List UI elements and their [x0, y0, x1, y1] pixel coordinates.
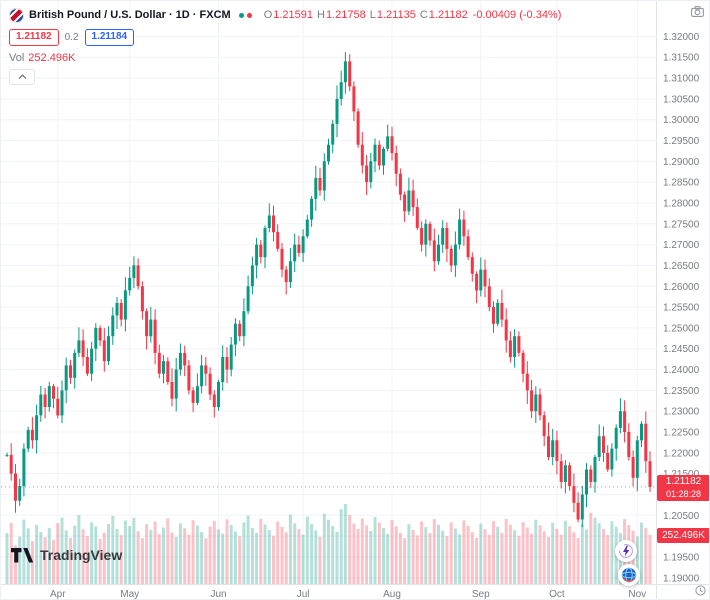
- series-marker-teal-icon: [238, 12, 244, 18]
- svg-text:1.28500: 1.28500: [663, 178, 700, 189]
- high-value: 1.21758: [325, 9, 366, 21]
- low-value: 1.21135: [376, 9, 416, 21]
- chevron-up-icon: [18, 74, 26, 79]
- grid: [1, 1, 656, 584]
- brand-name: TradingView: [40, 547, 123, 563]
- globe-button[interactable]: [618, 564, 640, 586]
- svg-text:Apr: Apr: [50, 589, 66, 600]
- last-price-value: 1.21182: [665, 476, 702, 487]
- last-price-badge: 1.21182 01:28:28: [657, 475, 709, 501]
- open-label: O: [263, 9, 273, 21]
- svg-text:1.27000: 1.27000: [663, 240, 700, 251]
- svg-text:Sep: Sep: [472, 589, 490, 600]
- svg-text:1.20500: 1.20500: [663, 511, 700, 522]
- volume-series: [5, 504, 652, 584]
- volume-label: Vol: [9, 52, 25, 64]
- svg-text:Oct: Oct: [549, 589, 565, 600]
- clock-icon[interactable]: [695, 585, 706, 596]
- svg-text:1.25000: 1.25000: [663, 323, 700, 334]
- svg-text:Aug: Aug: [383, 589, 401, 600]
- svg-text:1.19000: 1.19000: [663, 573, 700, 584]
- tradingview-logo[interactable]: TradingView: [11, 547, 122, 563]
- time-axis[interactable]: Apr May Jun Jul Aug Sep Oct Nov: [1, 584, 710, 600]
- globe-icon: [621, 567, 637, 583]
- tradingview-mark-icon: [11, 547, 34, 562]
- svg-text:Jun: Jun: [210, 589, 226, 600]
- svg-text:1.28000: 1.28000: [663, 199, 700, 210]
- svg-text:1.19500: 1.19500: [663, 552, 700, 563]
- close-label: C: [419, 9, 428, 21]
- symbol-flag-icon: [9, 7, 24, 23]
- svg-text:1.31500: 1.31500: [663, 53, 700, 64]
- svg-text:1.26500: 1.26500: [663, 261, 700, 272]
- svg-text:1.25500: 1.25500: [663, 303, 700, 314]
- price-axis[interactable]: 1.32000 1.31500 1.31000 1.30500 1.30000 1.295…: [656, 1, 700, 600]
- buy-price-button[interactable]: 1.21184: [84, 29, 135, 46]
- camera-snapshot-icon[interactable]: [691, 6, 704, 17]
- volume-badge: 252.496K: [657, 528, 709, 543]
- lightning-bolt-icon: [619, 544, 633, 558]
- svg-text:1.21500: 1.21500: [663, 469, 700, 480]
- svg-text:1.29000: 1.29000: [663, 157, 700, 168]
- volume-value: 252.496K: [28, 52, 76, 64]
- svg-text:1.30000: 1.30000: [663, 115, 700, 126]
- ohlc-values: O 1.21591 H 1.21758 L 1.21135 C 1.21182 -0.0…: [260, 9, 562, 21]
- low-label: L: [369, 9, 376, 21]
- svg-text:1.24500: 1.24500: [663, 344, 700, 355]
- svg-text:1.27500: 1.27500: [663, 219, 700, 230]
- svg-text:Nov: Nov: [628, 589, 646, 600]
- svg-text:May: May: [120, 589, 139, 600]
- volume-row: Vol 252.496K: [9, 52, 561, 64]
- high-label: H: [317, 9, 325, 21]
- symbol-row: British Pound / U.S. Dollar · 1D · FXCM …: [9, 6, 561, 24]
- svg-text:1.26000: 1.26000: [663, 282, 700, 293]
- sell-price-button[interactable]: 1.21182: [9, 29, 59, 46]
- spread-value: 0.2: [64, 32, 79, 43]
- svg-text:Jul: Jul: [297, 589, 310, 600]
- collapse-legend-button[interactable]: [9, 69, 35, 85]
- boost-button[interactable]: [615, 540, 637, 562]
- open-value: 1.21591: [273, 9, 314, 21]
- svg-text:1.32000: 1.32000: [663, 32, 700, 43]
- close-value: 1.21182: [428, 9, 468, 21]
- legend: British Pound / U.S. Dollar · 1D · FXCM …: [9, 6, 561, 85]
- svg-text:1.23500: 1.23500: [663, 386, 700, 397]
- svg-text:1.24000: 1.24000: [663, 365, 700, 376]
- symbol-title[interactable]: British Pound / U.S. Dollar · 1D · FXCM: [29, 9, 231, 21]
- change-value: -0.00409 (-0.34%): [472, 9, 562, 21]
- svg-text:1.30500: 1.30500: [663, 94, 700, 105]
- candlestick-series: [5, 52, 652, 528]
- svg-text:1.31000: 1.31000: [663, 74, 700, 85]
- bar-countdown: 01:28:28: [665, 489, 702, 499]
- svg-text:1.29500: 1.29500: [663, 136, 700, 147]
- svg-text:1.23000: 1.23000: [663, 407, 700, 418]
- svg-text:1.22500: 1.22500: [663, 428, 700, 439]
- svg-text:1.22000: 1.22000: [663, 448, 700, 459]
- series-marker-red-icon: [246, 12, 252, 18]
- bid-ask-row: 1.21182 0.2 1.21184: [9, 29, 561, 46]
